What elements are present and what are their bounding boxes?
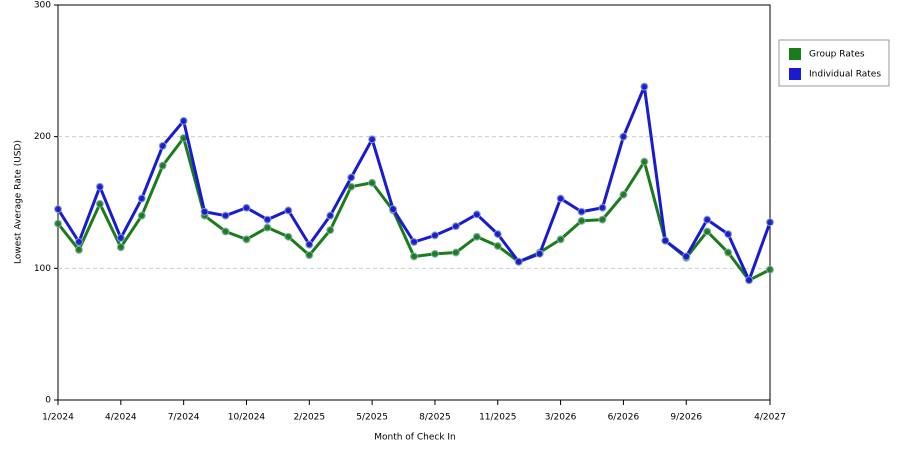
data-point — [703, 227, 712, 236]
data-point — [598, 203, 607, 212]
data-point — [577, 216, 586, 225]
y-tick-label: 0 — [45, 396, 51, 406]
data-point — [451, 248, 460, 257]
data-point — [54, 205, 62, 214]
data-point — [137, 211, 146, 220]
y-tick-label: 200 — [34, 132, 51, 142]
data-point — [514, 257, 523, 266]
data-point — [305, 251, 314, 260]
data-point — [703, 215, 712, 224]
x-tick-label: 11/2025 — [479, 413, 516, 423]
data-point — [410, 238, 418, 246]
x-tick-label: 4/2027 — [754, 413, 786, 423]
data-point — [158, 141, 167, 150]
data-point — [221, 211, 230, 220]
data-point — [158, 161, 167, 170]
data-point — [242, 235, 251, 244]
data-point — [577, 207, 586, 216]
data-point — [263, 215, 272, 224]
data-point — [640, 157, 649, 166]
x-axis-label: Month of Check In — [374, 433, 456, 443]
y-tick-label: 100 — [34, 264, 51, 274]
data-point — [598, 215, 607, 224]
data-point — [640, 82, 649, 91]
data-point — [200, 207, 209, 216]
data-point — [472, 210, 481, 219]
data-point — [116, 243, 125, 252]
x-tick-label: 8/2025 — [419, 413, 451, 423]
legend-label: Individual Rates — [809, 70, 881, 80]
data-point — [326, 226, 335, 235]
data-point — [116, 234, 125, 243]
x-tick-label: 3/2026 — [545, 413, 577, 423]
x-tick-label: 5/2025 — [356, 413, 388, 423]
x-tick-label: 2/2025 — [293, 413, 325, 423]
data-point — [724, 230, 733, 239]
x-tick-label: 4/2024 — [105, 413, 137, 423]
data-point — [368, 178, 377, 187]
x-tick-label: 10/2024 — [228, 413, 266, 423]
data-point — [305, 240, 314, 249]
data-point — [74, 238, 83, 246]
data-point — [766, 218, 774, 227]
data-point — [493, 230, 502, 239]
data-point — [389, 205, 398, 214]
y-axis-label: Lowest Average Rate (USD) — [14, 140, 24, 264]
data-point — [619, 132, 628, 141]
data-point — [766, 265, 774, 274]
data-point — [619, 190, 628, 199]
data-point — [745, 276, 754, 285]
data-point — [472, 232, 481, 241]
data-point — [284, 206, 293, 215]
data-point — [179, 116, 188, 125]
data-point — [556, 194, 565, 203]
data-point — [326, 211, 335, 220]
data-point — [137, 194, 146, 203]
data-point — [451, 222, 460, 231]
series-line — [56, 85, 772, 282]
data-point — [284, 232, 293, 241]
data-point — [410, 252, 418, 261]
data-point — [242, 203, 251, 212]
x-tick-label: 9/2026 — [670, 413, 702, 423]
data-point — [95, 182, 104, 191]
data-point — [347, 173, 356, 182]
data-point — [724, 248, 733, 257]
data-point — [493, 241, 502, 250]
data-point — [221, 227, 230, 236]
x-tick-label: 7/2024 — [168, 413, 200, 423]
data-point — [263, 223, 272, 232]
data-point — [661, 236, 670, 245]
legend-swatch — [789, 68, 801, 80]
legend-swatch — [789, 48, 801, 60]
y-tick-label: 300 — [34, 1, 51, 11]
x-tick-label: 1/2024 — [42, 413, 74, 423]
data-point — [95, 199, 104, 208]
legend-label: Group Rates — [809, 50, 865, 60]
data-point — [556, 235, 565, 244]
plot-frame — [57, 4, 771, 401]
x-tick-label: 6/2026 — [608, 413, 640, 423]
data-point — [74, 245, 83, 254]
data-point — [682, 252, 691, 261]
data-point — [535, 249, 544, 258]
data-point — [368, 135, 377, 144]
data-point — [54, 219, 62, 228]
data-point — [430, 249, 439, 258]
data-point — [430, 231, 439, 240]
